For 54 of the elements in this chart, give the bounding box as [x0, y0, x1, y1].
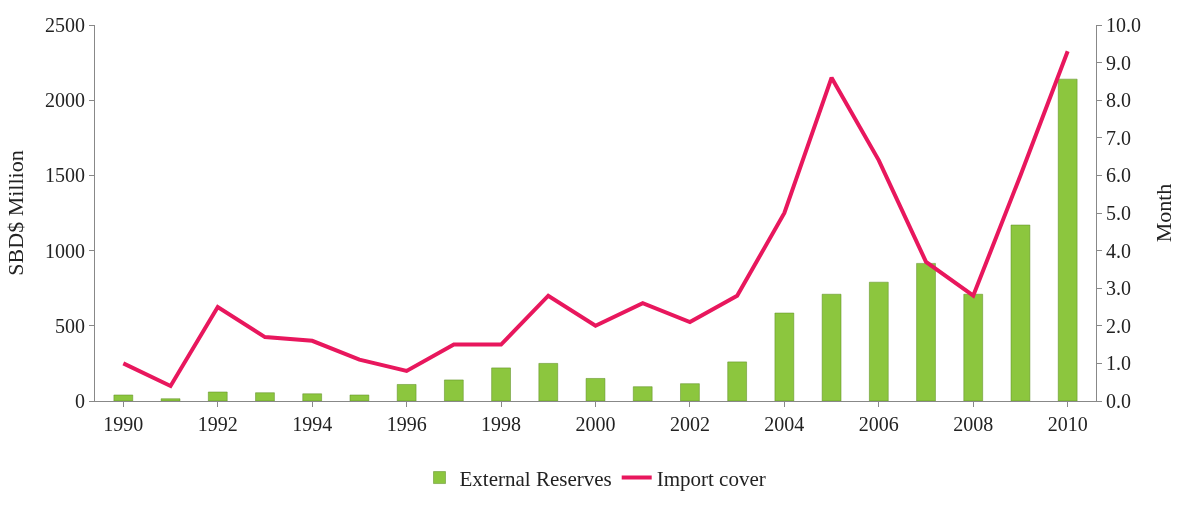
x-tick-label: 1992 [197, 413, 238, 435]
bar [1057, 78, 1078, 401]
y2-tick-label: 10.0 [1106, 14, 1141, 36]
bar [113, 394, 134, 401]
bar [1010, 224, 1031, 401]
x-tick-label: 2008 [953, 413, 994, 435]
bar [538, 363, 558, 401]
bar [349, 394, 370, 401]
y2-tick-label: 8.0 [1106, 89, 1131, 112]
y2-tick-label: 0.0 [1106, 390, 1131, 412]
bar [680, 383, 700, 401]
y-tick-label: 500 [55, 314, 85, 337]
x-tick-label: 2002 [669, 413, 710, 435]
y2-tick-label: 5.0 [1106, 202, 1131, 224]
x-tick-label: 2010 [1047, 413, 1088, 435]
y2-tick-label: 6.0 [1106, 164, 1131, 187]
line-series [121, 49, 1070, 388]
x-tick-label: 2006 [858, 413, 899, 435]
bar [821, 293, 842, 401]
y2-tick-label: 2.0 [1106, 314, 1131, 337]
y-tick-label: 2500 [45, 14, 85, 36]
y-tick-label: 1000 [45, 239, 85, 262]
x-tick-label: 2000 [575, 413, 616, 435]
bar [963, 293, 983, 401]
bar [633, 386, 653, 401]
bar [444, 379, 464, 401]
y2-tick-label: 9.0 [1106, 51, 1131, 74]
y-tick-label: 0 [75, 390, 85, 412]
y-tick-label: 1500 [45, 164, 85, 187]
bar [585, 378, 606, 401]
y2-tick-label: 1.0 [1106, 352, 1131, 375]
y-axis-title: SBD$ Million [2, 150, 28, 276]
y2-tick-label: 3.0 [1106, 277, 1131, 300]
y-tick-label: 2000 [45, 89, 85, 112]
x-tick-label: 1994 [292, 413, 333, 435]
legend-label: Import cover [656, 466, 766, 491]
bar [208, 391, 228, 401]
bar [774, 312, 795, 401]
x-tick-label: 1998 [481, 413, 522, 435]
y2-tick-label: 4.0 [1106, 239, 1131, 262]
bar [396, 384, 417, 401]
bar [916, 263, 936, 401]
bar [491, 367, 511, 401]
y2-axis-title: Month [1150, 183, 1176, 243]
x-tick-label: 2004 [764, 413, 805, 435]
bar [302, 393, 322, 401]
bar [160, 398, 181, 401]
x-tick-label: 1990 [103, 413, 144, 435]
y2-tick-label: 7.0 [1106, 126, 1131, 149]
bar [255, 392, 275, 401]
bar [727, 361, 747, 401]
legend-label: External Reserves [459, 466, 612, 491]
x-tick-label: 1996 [386, 413, 427, 435]
bar [869, 281, 889, 401]
